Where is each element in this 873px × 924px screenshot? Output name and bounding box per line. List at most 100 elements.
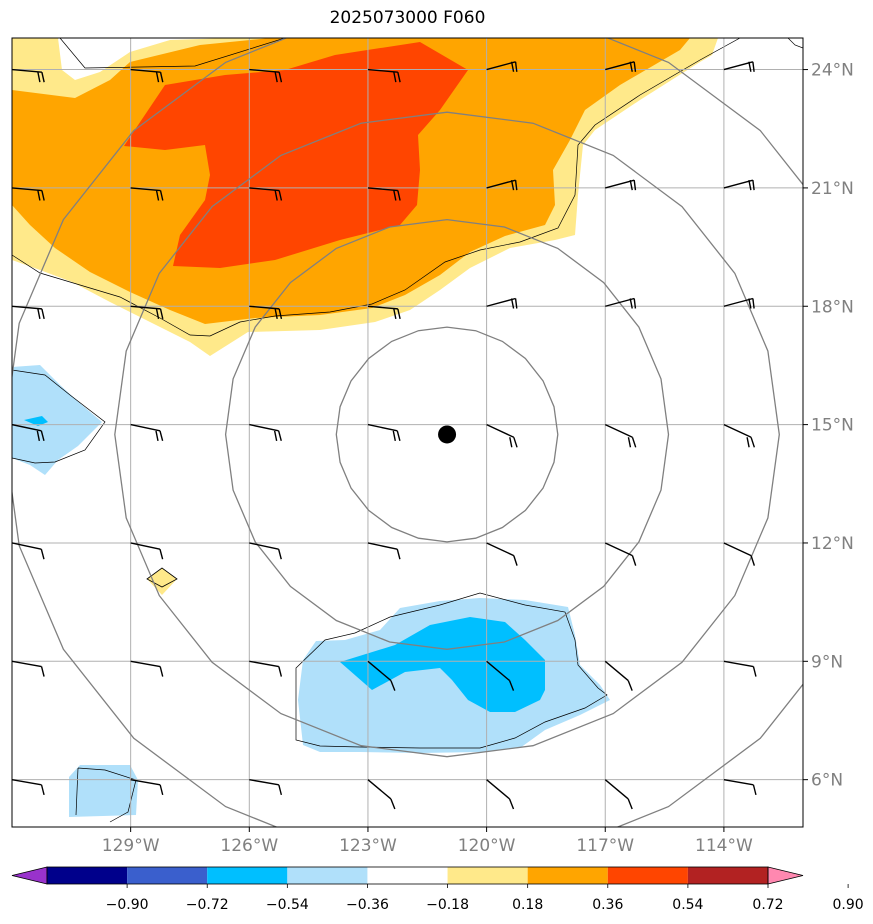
wind-barb-shaft: [130, 542, 161, 550]
map-frame: [11, 37, 804, 828]
colorbar-tick-label: 0.54: [672, 897, 703, 913]
wind-barb-feather: [37, 72, 41, 83]
colorbar-tick-label: 0.90: [833, 897, 864, 913]
wind-barb-feather: [40, 549, 45, 560]
wind-barb-feather: [627, 680, 633, 691]
wind-barb-feather: [748, 180, 752, 191]
wind-barb-shaft: [604, 660, 629, 682]
wind-barb: [604, 542, 637, 566]
colorbar-segment: [47, 867, 128, 884]
wind-barb-feather: [629, 298, 633, 309]
wind-barb-shaft: [367, 305, 398, 310]
wind-barb-shaft: [486, 61, 516, 71]
contour-fill-neg-036-west: [24, 416, 48, 426]
wind-barb-feather: [627, 437, 632, 448]
wind-barb-shaft: [367, 660, 392, 682]
wind-barb-feather: [748, 61, 752, 72]
wind-barb-feather: [750, 555, 756, 566]
wind-barb-shaft: [486, 542, 515, 557]
wind-barb-shaft: [723, 660, 754, 668]
colorbar-segment: [527, 867, 608, 884]
colorbar-tick-label: −0.72: [186, 897, 229, 913]
wind-barb-feather: [629, 180, 633, 191]
wind-barb-feather: [510, 180, 515, 191]
contour-line-blob: [146, 567, 178, 588]
gridlines: [12, 38, 803, 827]
colorbar-frame: [46, 866, 769, 885]
wind-barb-feather: [41, 190, 45, 201]
wind-barb-feather: [159, 72, 164, 83]
wind-barb: [605, 179, 637, 191]
wind-barb-feather: [278, 666, 283, 677]
wind-barb: [249, 305, 283, 320]
wind-barb-shaft: [130, 187, 161, 192]
wind-barb: [249, 423, 282, 442]
wind-barb-feather: [390, 680, 396, 691]
wind-barb: [486, 779, 515, 810]
wind-barb: [723, 61, 755, 72]
wind-barb: [130, 423, 164, 442]
wind-barb-feather: [393, 72, 397, 83]
wind-barb: [367, 68, 401, 83]
wind-barb-feather: [396, 549, 401, 560]
wind-barb-feather: [397, 72, 401, 83]
lat-tick-label: 9°N: [811, 652, 843, 672]
wind-barb: [723, 660, 757, 677]
wind-barb-shaft: [130, 423, 161, 432]
wind-barb-shaft: [723, 297, 754, 307]
wind-barb: [486, 61, 518, 72]
lat-tick-label: 15°N: [811, 416, 854, 436]
contour-fill-neg-036-south: [340, 617, 545, 712]
colorbar-extend-low: [11, 866, 48, 885]
wind-barb-shaft: [723, 423, 752, 438]
wind-barb-feather: [508, 680, 515, 691]
colorbar-extend-high: [767, 866, 804, 885]
wind-barb: [12, 542, 45, 560]
colorbar-tick-label: 0.18: [512, 897, 543, 913]
colorbar-segment: [607, 867, 688, 884]
wind-barb-feather: [514, 61, 518, 72]
wind-barb-shaft: [249, 542, 279, 550]
wind-barb-shaft: [486, 660, 511, 682]
wind-barb-feather: [514, 180, 518, 191]
wind-barb: [12, 423, 45, 442]
wind-barb-shaft: [249, 660, 279, 668]
wind-barb-feather: [278, 784, 283, 796]
colorbar-tick-label: −0.18: [426, 897, 469, 913]
wind-barb-shaft: [12, 423, 42, 432]
wind-barb: [367, 660, 396, 691]
wind-barb-feather: [631, 555, 637, 566]
wind-barb: [486, 542, 518, 566]
wind-barb: [486, 179, 518, 191]
lat-tick-label: 21°N: [811, 179, 854, 199]
wind-barb-shaft: [723, 542, 752, 557]
wind-barb: [604, 779, 633, 810]
contour-fill-neg-018-sw: [69, 765, 138, 817]
contour-fill-neg-018-west: [12, 365, 102, 475]
wind-barb-shaft: [367, 779, 392, 800]
colorbar-tick-label: 0.72: [752, 897, 783, 913]
wind-barb-feather: [37, 190, 41, 201]
wind-barb-feather: [390, 798, 396, 810]
wind-barb-feather: [392, 430, 396, 441]
wind-barb: [723, 179, 755, 191]
wind-barb-feather: [629, 61, 633, 72]
wind-barb-feather: [277, 430, 282, 442]
range-ring: [114, 111, 780, 758]
colorbar-segment: [207, 867, 288, 884]
storm-center-marker: [438, 425, 457, 444]
wind-barb-feather: [397, 190, 401, 201]
wind-barb-shaft: [605, 297, 635, 307]
wind-barb-shaft: [249, 423, 279, 432]
wind-barb-feather: [510, 61, 515, 72]
wind-barb-feather: [752, 180, 755, 191]
wind-barb-feather: [514, 298, 518, 309]
wind-barb-shaft: [486, 179, 516, 189]
wind-barb: [12, 660, 45, 677]
range-ring: [335, 326, 559, 543]
wind-barb-shaft: [604, 423, 633, 438]
wind-barb: [367, 423, 401, 442]
wind-barb-shaft: [367, 542, 398, 550]
wind-barb-feather: [159, 430, 164, 442]
wind-barb-shaft: [486, 423, 515, 438]
